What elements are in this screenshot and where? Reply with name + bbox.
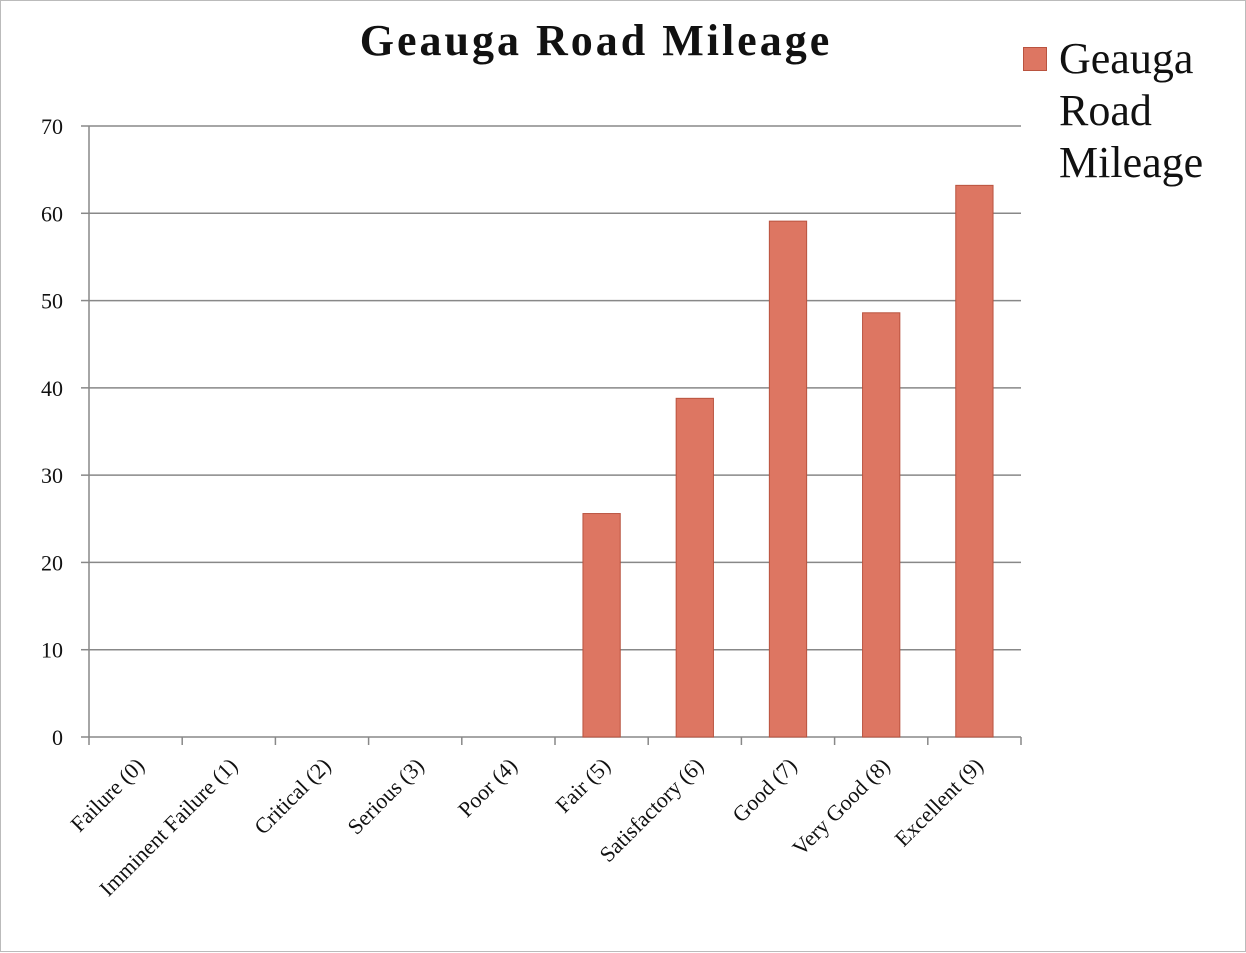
legend: Geauga Road Mileage <box>1023 33 1238 189</box>
y-tick-label: 30 <box>41 463 63 488</box>
bar <box>862 312 901 738</box>
y-tick-label: 10 <box>41 638 63 663</box>
y-tick-label: 40 <box>41 376 63 401</box>
y-tick-label: 20 <box>41 550 63 575</box>
x-tick-label: Serious (3) <box>342 753 428 839</box>
bar <box>675 397 714 738</box>
legend-swatch <box>1023 47 1047 71</box>
y-tick-label: 50 <box>41 289 63 314</box>
x-tick-label: Very Good (8) <box>787 753 895 861</box>
bar <box>955 184 994 738</box>
bar <box>768 220 808 738</box>
x-tick-label: Excellent (9) <box>889 753 987 851</box>
y-tick-label: 60 <box>41 201 63 226</box>
x-tick-label: Good (7) <box>727 753 801 827</box>
y-tick-label: 70 <box>41 114 63 139</box>
legend-label: Geauga Road Mileage <box>1059 34 1204 187</box>
x-tick-label: Poor (4) <box>453 753 522 822</box>
x-tick-label: Failure (0) <box>65 753 149 837</box>
bar <box>582 513 621 738</box>
x-tick-label: Fair (5) <box>550 753 615 818</box>
x-tick-label: Critical (2) <box>249 753 335 839</box>
chart-title: Geauga Road Mileage <box>360 16 833 65</box>
y-tick-label: 0 <box>52 725 63 750</box>
